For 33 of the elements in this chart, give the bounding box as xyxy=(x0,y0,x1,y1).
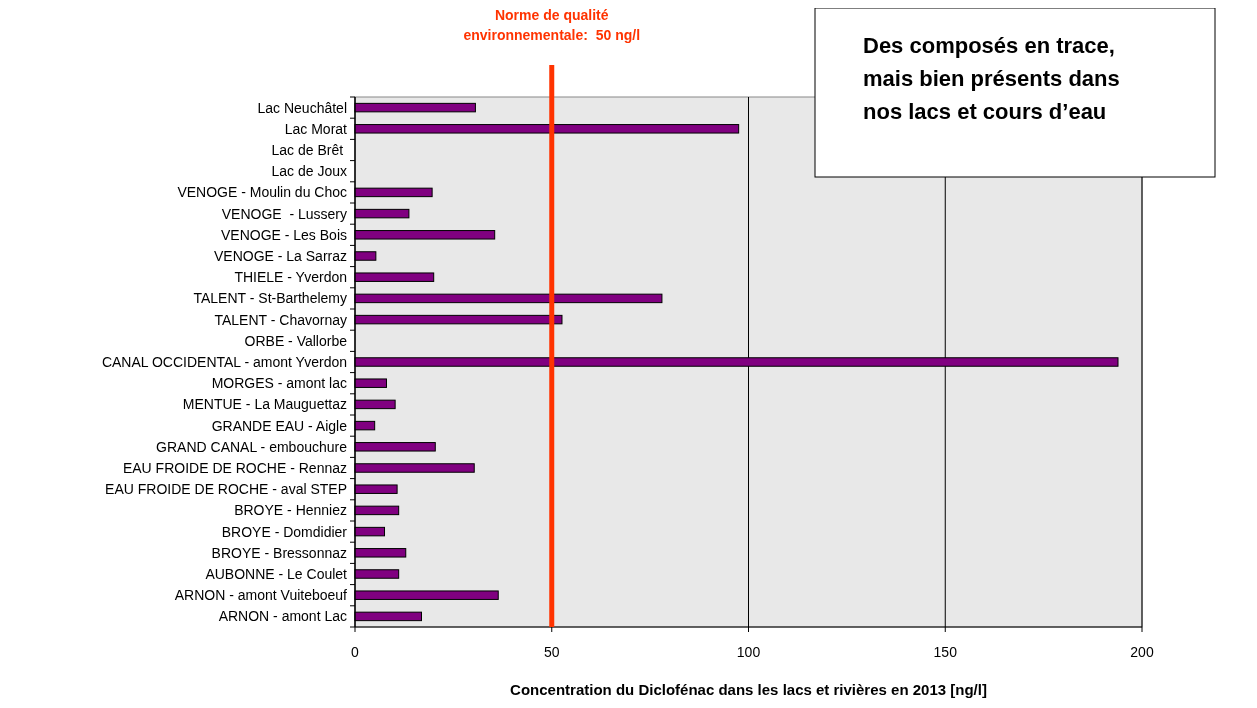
y-tick-label: EAU FROIDE DE ROCHE - aval STEP xyxy=(105,481,347,498)
x-tick-label: 150 xyxy=(933,644,958,660)
y-tick-label: MORGES - amont lac xyxy=(211,375,347,392)
x-tick-label: 50 xyxy=(543,644,560,660)
y-tick-label: VENOGE - La Sarraz xyxy=(213,247,347,264)
ref-line-label: Norme de qualité environnementale: 50 ng/l xyxy=(463,7,641,43)
y-tick-label: AUBONNE - Le Coulet xyxy=(205,565,348,582)
y-tick-label: CANAL OCCIDENTAL - amont Yverdon xyxy=(101,353,347,370)
y-tick-label: VENOGE - Les Bois xyxy=(220,226,347,243)
x-tick-label: 200 xyxy=(1130,644,1154,660)
y-tick-label: EAU FROIDE DE ROCHE - Rennaz xyxy=(122,459,347,476)
y-tick-label: THIELE - Yverdon xyxy=(234,269,347,286)
y-tick-label: GRANDE EAU - Aigle xyxy=(211,417,348,434)
y-tick-label: ARNON - amont Vuiteboeuf xyxy=(174,587,348,604)
y-tick-label: Lac Morat xyxy=(284,120,348,137)
y-tick-label: TALENT - Chavornay xyxy=(214,311,347,328)
annotation: Des composés en trace, mais bien présents dans nos lacs et cours d’eau xyxy=(863,33,1120,124)
y-tick-label: BROYE - Henniez xyxy=(234,502,347,519)
y-tick-label: ORBE - Vallorbe xyxy=(244,332,348,349)
y-tick-label: BROYE - Bressonnaz xyxy=(211,544,347,561)
x-tick-label: 100 xyxy=(736,644,761,660)
y-tick-label: Lac de Brêt xyxy=(271,141,347,158)
x-tick-label: 0 xyxy=(351,644,360,660)
y-tick-label: Lac Neuchâtel xyxy=(257,99,347,116)
y-tick-label: VENOGE - Moulin du Choc xyxy=(177,184,347,201)
y-tick-label: VENOGE - Lussery xyxy=(221,205,347,222)
y-tick-label: BROYE - Domdidier xyxy=(221,523,348,540)
y-tick-label: MENTUE - La Mauguettaz xyxy=(182,396,347,413)
y-tick-label: ARNON - amont Lac xyxy=(218,608,347,625)
y-tick-label: TALENT - St-Barthelemy xyxy=(193,290,347,307)
y-tick-label: Lac de Joux xyxy=(271,163,347,180)
y-tick-label: GRAND CANAL - embouchure xyxy=(156,438,348,455)
x-axis-title: Concentration du Diclofénac dans les lacs et rivières en 2013 [ng/l] xyxy=(510,681,987,698)
